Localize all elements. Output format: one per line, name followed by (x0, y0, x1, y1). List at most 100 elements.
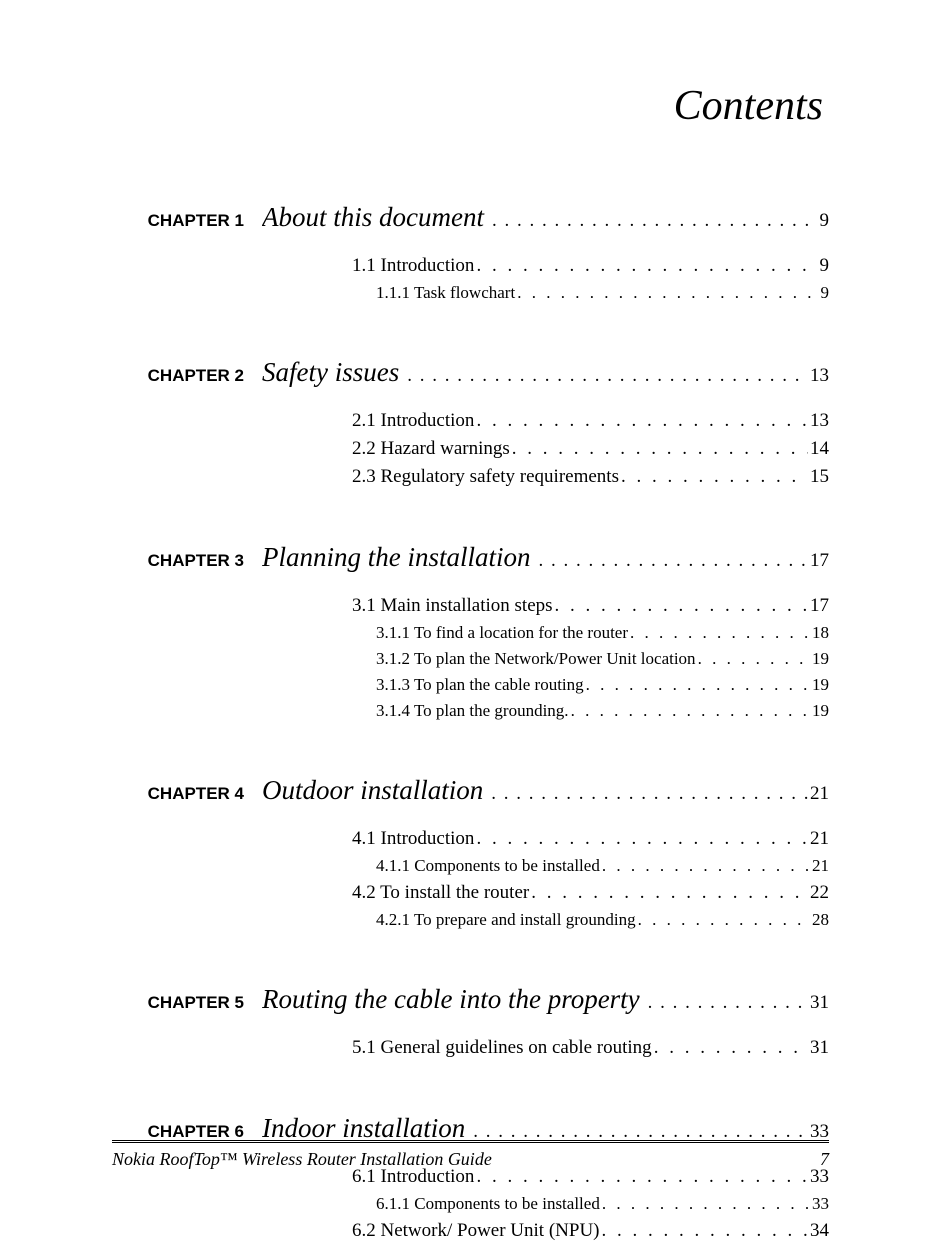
leader-dots: . . . . . . . . . . . . . . . . . . . . … (619, 466, 808, 488)
toc-entry: 2.1 Introduction. . . . . . . . . . . . … (352, 410, 829, 432)
entry-text: 3.1 Main installation steps (352, 595, 553, 617)
chapter-label: CHAPTER 5 (112, 993, 262, 1013)
toc-entry: 1.1.1 Task flowchart. . . . . . . . . . … (352, 283, 829, 303)
chapter-block: CHAPTER 3Planning the installation . . .… (112, 542, 829, 721)
page-title: Contents (112, 82, 829, 130)
chapter-title-wrap: Safety issues . . . . . . . . . . . . . … (262, 357, 829, 388)
leader-dots: . . . . . . . . . . . . . . . . . . . . … (628, 623, 810, 643)
entry-text: 3.1.4 To plan the grounding. (376, 701, 569, 721)
toc-entry: 6.1.1 Components to be installed. . . . … (352, 1194, 829, 1214)
footer-line: Nokia RoofTop™ Wireless Router Installat… (112, 1149, 829, 1170)
leader-dots: . . . . . . . . . . . . . . . . . . . . … (600, 856, 810, 876)
chapter-head-row: CHAPTER 3Planning the installation . . .… (112, 542, 829, 573)
chapter-title: Safety issues (262, 357, 399, 388)
entry-text: 2.3 Regulatory safety requirements (352, 466, 619, 488)
entry-text: 1.1 Introduction (352, 255, 474, 277)
entry-page-number: 34 (808, 1220, 829, 1242)
entry-page-number: 31 (808, 1037, 829, 1059)
chapter-page-number: 31 (808, 992, 829, 1014)
entry-text: 4.1.1 Components to be installed (376, 856, 600, 876)
toc-entry: 3.1.3 To plan the cable routing. . . . .… (352, 675, 829, 695)
toc-entry: 2.3 Regulatory safety requirements. . . … (352, 466, 829, 488)
chapter-entries: 6.1 Introduction. . . . . . . . . . . . … (112, 1166, 829, 1242)
entry-page-number: 15 (808, 466, 829, 488)
chapter-entries: 1.1 Introduction. . . . . . . . . . . . … (112, 255, 829, 303)
entry-text: 2.1 Introduction (352, 410, 474, 432)
entry-page-number: 19 (810, 701, 829, 721)
chapter-entries: 3.1 Main installation steps. . . . . . .… (112, 595, 829, 721)
toc-entry: 4.1 Introduction. . . . . . . . . . . . … (352, 828, 829, 850)
chapter-page-number: 17 (808, 550, 829, 572)
entry-page-number: 19 (810, 649, 829, 669)
footer-page-number: 7 (820, 1149, 829, 1170)
chapter-title-wrap: Routing the cable into the property . . … (262, 984, 829, 1015)
leader-dots: . . . . . . . . . . . . . . . . . . . . … (636, 910, 810, 930)
entry-text: 1.1.1 Task flowchart (376, 283, 515, 303)
leader-dots: . . . . . . . . . . . . . . . . . . . . … (474, 255, 817, 277)
leader-dots: . . . . . . . . . . . . . . . . . . . . … (569, 701, 810, 721)
entry-text: 3.1.3 To plan the cable routing (376, 675, 584, 695)
chapter-title: Routing the cable into the property (262, 984, 640, 1015)
leader-dots: . . . . . . . . . . . . . . . . . . . . … (489, 783, 808, 805)
page-content: Contents CHAPTER 1About this document . … (0, 0, 941, 1242)
chapter-head-row: CHAPTER 1About this document . . . . . .… (112, 202, 829, 233)
chapter-head-row: CHAPTER 5Routing the cable into the prop… (112, 984, 829, 1015)
chapter-block: CHAPTER 6Indoor installation . . . . . .… (112, 1113, 829, 1242)
chapter-block: CHAPTER 2Safety issues . . . . . . . . .… (112, 357, 829, 488)
entry-page-number: 18 (810, 623, 829, 643)
entry-text: 4.2 To install the router (352, 882, 529, 904)
entry-text: 6.2 Network/ Power Unit (NPU) (352, 1220, 600, 1242)
leader-dots: . . . . . . . . . . . . . . . . . . . . … (652, 1037, 808, 1059)
chapter-head-row: CHAPTER 4Outdoor installation . . . . . … (112, 775, 829, 806)
toc-entry: 5.1 General guidelines on cable routing.… (352, 1037, 829, 1059)
leader-dots: . . . . . . . . . . . . . . . . . . . . … (405, 365, 808, 387)
leader-dots: . . . . . . . . . . . . . . . . . . . . … (584, 675, 810, 695)
toc-list: CHAPTER 1About this document . . . . . .… (112, 202, 829, 1242)
chapter-label: CHAPTER 3 (112, 551, 262, 571)
entry-text: 4.2.1 To prepare and install grounding (376, 910, 636, 930)
chapter-label: CHAPTER 1 (112, 211, 262, 231)
toc-entry: 2.2 Hazard warnings. . . . . . . . . . .… (352, 438, 829, 460)
entry-text: 5.1 General guidelines on cable routing (352, 1037, 652, 1059)
chapter-title-wrap: Planning the installation . . . . . . . … (262, 542, 829, 573)
chapter-title: Planning the installation (262, 542, 531, 573)
chapter-title-wrap: About this document . . . . . . . . . . … (262, 202, 829, 233)
leader-dots: . . . . . . . . . . . . . . . . . . . . … (474, 410, 808, 432)
chapter-entries: 2.1 Introduction. . . . . . . . . . . . … (112, 410, 829, 488)
leader-dots: . . . . . . . . . . . . . . . . . . . . … (529, 882, 808, 904)
toc-entry: 4.2.1 To prepare and install grounding. … (352, 910, 829, 930)
chapter-title-wrap: Outdoor installation . . . . . . . . . .… (262, 775, 829, 806)
chapter-entries: 5.1 General guidelines on cable routing.… (112, 1037, 829, 1059)
leader-dots: . . . . . . . . . . . . . . . . . . . . … (553, 595, 808, 617)
leader-dots: . . . . . . . . . . . . . . . . . . . . … (515, 283, 818, 303)
leader-dots: . . . . . . . . . . . . . . . . . . . . … (600, 1194, 810, 1214)
page-footer: Nokia RoofTop™ Wireless Router Installat… (112, 1140, 829, 1170)
leader-dots: . . . . . . . . . . . . . . . . . . . . … (696, 649, 810, 669)
leader-dots: . . . . . . . . . . . . . . . . . . . . … (490, 210, 818, 232)
chapter-label: CHAPTER 2 (112, 366, 262, 386)
entry-page-number: 9 (819, 283, 830, 303)
leader-dots: . . . . . . . . . . . . . . . . . . . . … (510, 438, 808, 460)
entry-page-number: 21 (810, 856, 829, 876)
entry-page-number: 13 (808, 410, 829, 432)
entry-page-number: 14 (808, 438, 829, 460)
chapter-block: CHAPTER 4Outdoor installation . . . . . … (112, 775, 829, 930)
entry-text: 4.1 Introduction (352, 828, 474, 850)
leader-dots: . . . . . . . . . . . . . . . . . . . . … (646, 992, 808, 1014)
chapter-entries: 4.1 Introduction. . . . . . . . . . . . … (112, 828, 829, 930)
chapter-label: CHAPTER 6 (112, 1122, 262, 1142)
toc-entry: 4.2 To install the router. . . . . . . .… (352, 882, 829, 904)
chapter-title: About this document (262, 202, 484, 233)
entry-page-number: 17 (808, 595, 829, 617)
entry-page-number: 33 (810, 1194, 829, 1214)
leader-dots: . . . . . . . . . . . . . . . . . . . . … (537, 550, 809, 572)
entry-text: 3.1.2 To plan the Network/Power Unit loc… (376, 649, 696, 669)
chapter-title: Outdoor installation (262, 775, 483, 806)
footer-left-text: Nokia RoofTop™ Wireless Router Installat… (112, 1149, 492, 1170)
chapter-block: CHAPTER 1About this document . . . . . .… (112, 202, 829, 303)
entry-text: 6.1.1 Components to be installed (376, 1194, 600, 1214)
entry-page-number: 22 (808, 882, 829, 904)
leader-dots: . . . . . . . . . . . . . . . . . . . . … (474, 828, 808, 850)
entry-text: 3.1.1 To find a location for the router (376, 623, 628, 643)
toc-entry: 1.1 Introduction. . . . . . . . . . . . … (352, 255, 829, 277)
